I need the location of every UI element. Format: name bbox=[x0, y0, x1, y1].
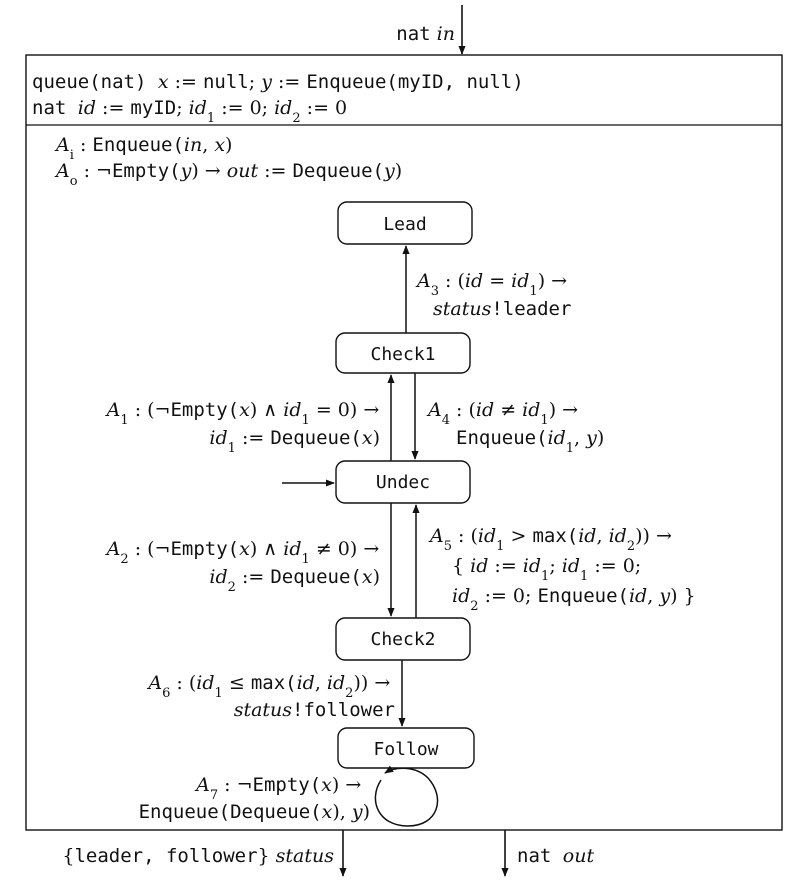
transition-a7-self-loop bbox=[374, 765, 439, 827]
transition-a6-label: A6 : (id1 ≤ max(id, id2)) → status!follo… bbox=[146, 672, 395, 721]
component-box bbox=[25, 54, 783, 831]
action-ai: Ai : Enqueue(in, x) bbox=[54, 134, 232, 163]
transition-a2-label: A2 : (¬Empty(x) ∧ id1 ≠ 0) → id2 := Dequ… bbox=[105, 538, 384, 595]
svg-text:Lead: Lead bbox=[383, 214, 426, 235]
svg-text:Undec: Undec bbox=[376, 472, 430, 493]
state-lead: Lead bbox=[337, 201, 473, 245]
transition-a5-label: A5 : (id1 > max(id, id2)) → { id := id1;… bbox=[428, 525, 696, 614]
svg-text:Follow: Follow bbox=[373, 739, 438, 760]
state-check1: Check1 bbox=[335, 332, 471, 374]
svg-text:Check1: Check1 bbox=[370, 344, 435, 365]
transition-a4-label: A4 : (id ≠ id1) → Enqueue(id1, y) bbox=[426, 399, 604, 456]
out-output-label: nat out bbox=[517, 845, 594, 867]
state-check2: Check2 bbox=[335, 617, 471, 661]
declaration-line-2: nat id := myID; id1 := 0; id2 := 0 bbox=[32, 97, 347, 126]
svg-text:Check2: Check2 bbox=[370, 629, 435, 650]
action-ao: Ao : ¬Empty(y) → out := Dequeue(y) bbox=[54, 160, 402, 189]
transition-a7-label: A7 : ¬Empty(x) → Enqueue(Dequeue(x), y) bbox=[139, 774, 370, 823]
state-undec: Undec bbox=[335, 460, 471, 504]
state-follow: Follow bbox=[337, 727, 475, 769]
status-output-label: {leader, follower} status bbox=[62, 845, 334, 867]
transition-a3-label: A3 : (id = id1) → status!leader bbox=[415, 270, 572, 320]
declaration-line-1: queue(nat) x := null; y := Enqueue(myID,… bbox=[32, 71, 524, 93]
transition-a1-label: A1 : (¬Empty(x) ∧ id1 = 0) → id1 := Dequ… bbox=[105, 399, 384, 456]
input-port-label: nat in bbox=[396, 23, 455, 45]
